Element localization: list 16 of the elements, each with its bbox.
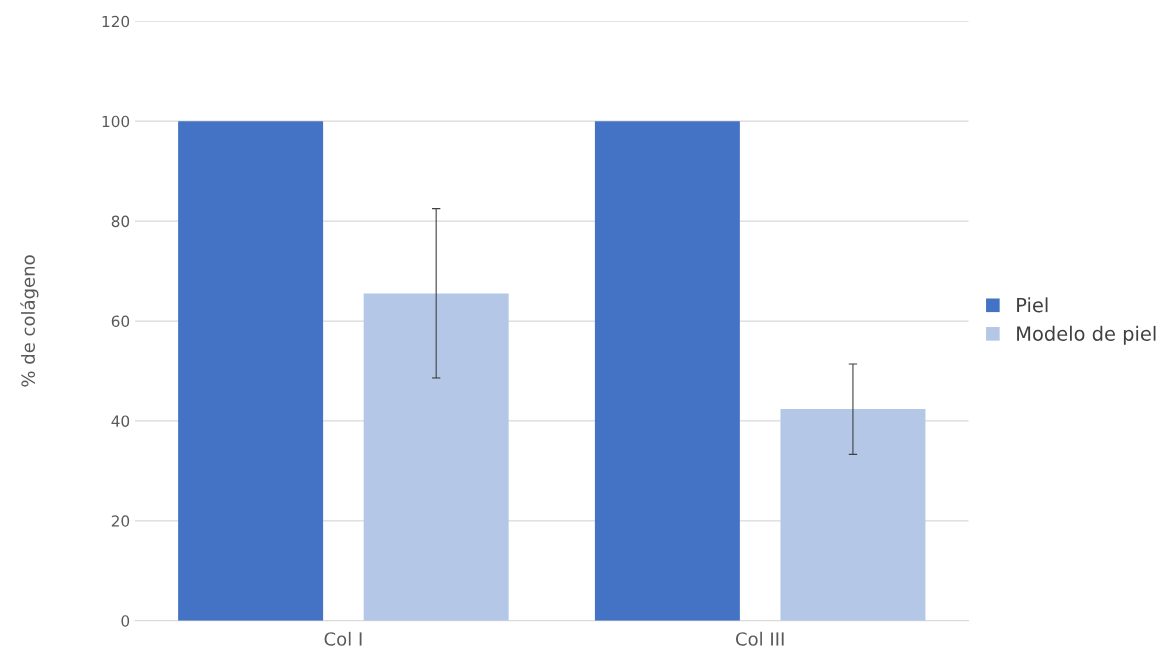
y-tick-label: 60: [111, 315, 130, 328]
legend-label: Piel: [1017, 297, 1048, 313]
y-tick-label: 0: [121, 615, 130, 627]
bar: [594, 121, 740, 621]
x-tick-label: Col III: [735, 631, 784, 646]
bar: [780, 408, 926, 621]
bar: [363, 293, 509, 621]
y-tick-label: 80: [111, 215, 130, 228]
y-tick-label: 40: [111, 415, 130, 427]
y-tick-label: 20: [111, 515, 130, 527]
y-tick-label: 120: [102, 15, 130, 28]
y-axis-title: % de colágeno: [20, 255, 39, 387]
legend-label: Modelo de piel: [1017, 325, 1156, 345]
y-tick-label: 100: [102, 115, 130, 128]
x-tick-label: Col I: [324, 631, 362, 646]
bar: [178, 121, 324, 621]
